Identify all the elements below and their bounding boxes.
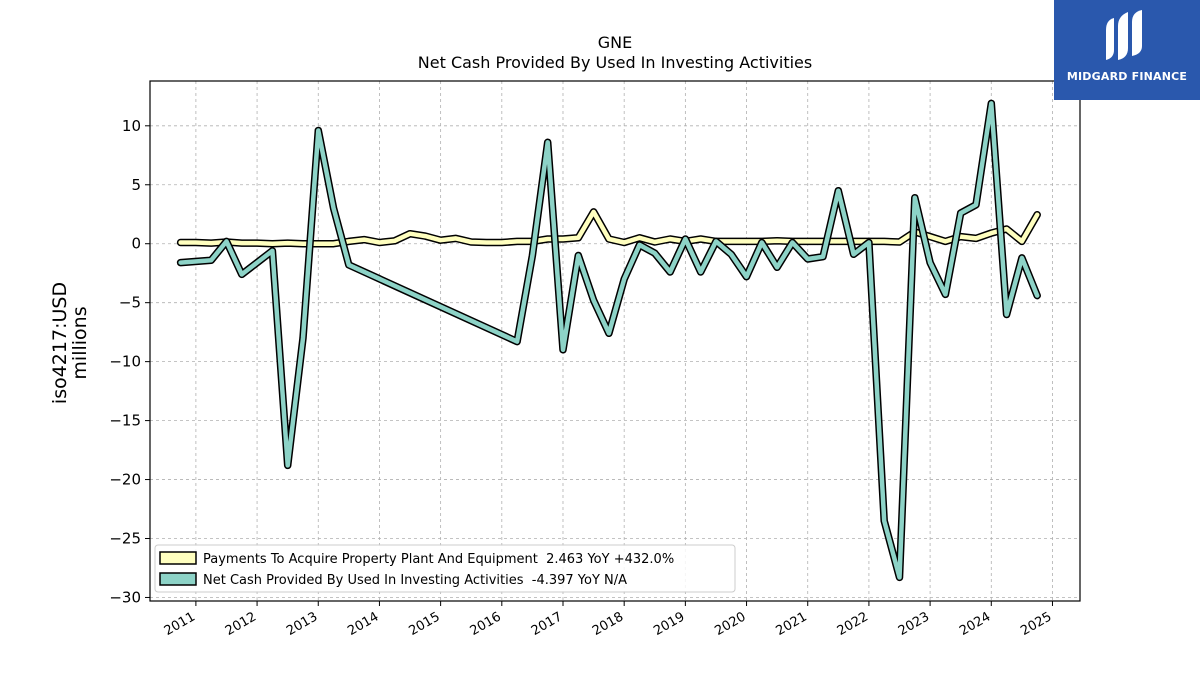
plot-frame xyxy=(149,80,1081,602)
x-tick-label: 2014 xyxy=(345,609,381,639)
y-axis-label-line1: iso4217:USD xyxy=(49,282,71,404)
chart-title: GNE xyxy=(598,33,632,52)
x-tick-label: 2013 xyxy=(284,609,320,639)
x-tick-label: 2017 xyxy=(529,609,565,639)
x-tick-label: 2022 xyxy=(835,609,871,639)
x-tick-label: 2025 xyxy=(1018,609,1054,639)
legend-box xyxy=(154,544,736,593)
y-tick-label: −20 xyxy=(109,471,141,489)
legend-swatch-ppe xyxy=(159,551,197,565)
y-tick-label: −30 xyxy=(109,588,141,606)
series-layer xyxy=(176,99,1041,582)
y-tick-label: 5 xyxy=(131,176,141,194)
legend-label-investing: Net Cash Provided By Used In Investing A… xyxy=(203,573,627,588)
midgard-logo-icon xyxy=(1106,10,1142,60)
legend-swatch-investing xyxy=(159,572,197,586)
y-tick-label: 10 xyxy=(122,117,141,135)
y-tick-label: −10 xyxy=(109,353,141,371)
legend-label-ppe: Payments To Acquire Property Plant And E… xyxy=(203,552,674,567)
x-tick-label: 2016 xyxy=(468,609,504,639)
grid xyxy=(150,81,1080,601)
legend: Payments To Acquire Property Plant And E… xyxy=(154,544,736,593)
x-tick-label: 2018 xyxy=(590,609,626,639)
x-tick-label: 2011 xyxy=(162,609,198,639)
x-tick-label: 2012 xyxy=(223,609,259,639)
y-tick-label: −25 xyxy=(109,530,141,548)
brand-name: MIDGARD FINANCE xyxy=(1066,70,1188,83)
x-tick-label: 2015 xyxy=(406,609,442,639)
x-tick-label: 2020 xyxy=(712,609,748,639)
x-tick-label: 2024 xyxy=(957,609,993,639)
brand-logo: MIDGARD FINANCE xyxy=(1054,0,1200,100)
y-tick-label: 0 xyxy=(131,235,141,253)
y-axis-label: iso4217:USD millions xyxy=(49,282,91,404)
y-axis-label-line2: millions xyxy=(69,306,91,379)
y-tick-label: −5 xyxy=(119,294,141,312)
series-line-investing xyxy=(178,101,1040,580)
y-ticks: 10 5 0 −5 −10 −15 −20 −25 −30 xyxy=(109,117,150,606)
x-tick-label: 2023 xyxy=(896,609,932,639)
y-tick-label: −15 xyxy=(109,412,141,430)
chart-subtitle: Net Cash Provided By Used In Investing A… xyxy=(418,53,812,72)
x-ticks: 2011 2012 2013 2014 2015 2016 2017 2018 2019 2020… xyxy=(162,601,1054,639)
series-line-ppe xyxy=(178,209,1040,246)
x-tick-label: 2021 xyxy=(774,609,810,639)
x-tick-label: 2019 xyxy=(651,609,687,639)
